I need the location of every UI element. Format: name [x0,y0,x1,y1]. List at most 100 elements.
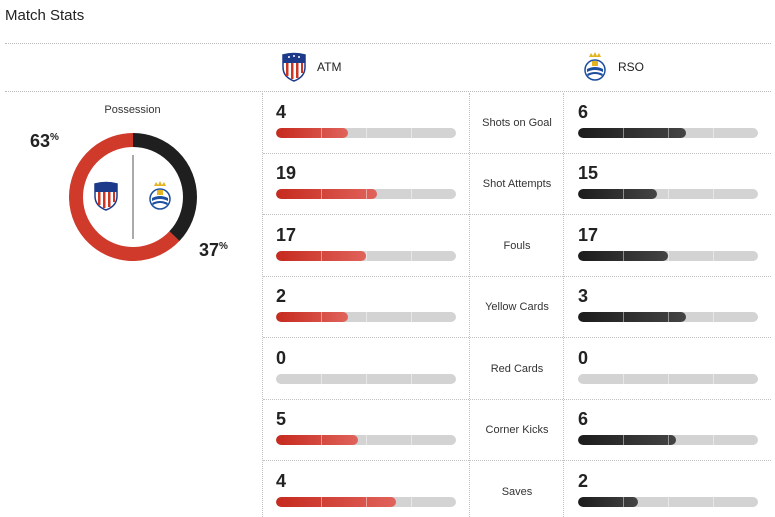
home-stat-value: 2 [276,286,287,306]
away-stat-fill [578,312,686,322]
home-stat-value: 4 [276,102,287,122]
bar-segment-mark [623,435,624,445]
away-stat-fill [578,251,668,261]
home-stat-value: 4 [276,471,287,491]
bar-segment-mark [366,374,367,384]
bar-segment-mark [366,312,367,322]
stat-row: 17 Fouls 17 [263,215,771,277]
bar-segment-mark [713,189,714,199]
title-divider [5,43,771,44]
real-sociedad-crest-icon [582,52,608,82]
bar-segment-mark [713,312,714,322]
away-stat-value: 6 [578,102,589,122]
bar-segment-mark [623,374,624,384]
bar-segment-mark [668,251,669,261]
bar-segment-mark [321,128,322,138]
header-divider [5,91,771,92]
bar-segment-mark [366,497,367,507]
stat-label: Red Cards [490,362,544,375]
bar-segment-mark [623,251,624,261]
atletico-madrid-crest-icon [281,52,307,82]
bar-segment-mark [411,312,412,322]
home-stat-fill [276,189,377,199]
bar-segment-mark [321,189,322,199]
away-stat-fill [578,497,638,507]
bar-segment-mark [321,497,322,507]
bar-segment-mark [321,251,322,261]
bar-segment-mark [623,189,624,199]
bar-segment-mark [668,435,669,445]
bar-segment-mark [668,312,669,322]
home-team-abbr: ATM [317,60,342,74]
home-stat-bar [276,497,456,507]
bar-segment-mark [321,435,322,445]
away-stat-fill [578,435,677,445]
away-stat-value: 0 [578,348,589,368]
stat-row: 4 Saves 2 [263,461,771,517]
away-stat-value: 6 [578,409,589,429]
home-stat-fill [276,435,358,445]
stat-label: Fouls [503,239,531,252]
bar-segment-mark [411,435,412,445]
home-stat-fill [276,497,396,507]
stat-label: Shots on Goal [482,116,552,129]
away-team-abbr: RSO [618,60,645,74]
bar-segment-mark [411,497,412,507]
away-stat-bar [578,128,758,138]
home-team-header: ATM [281,52,341,82]
bar-segment-mark [668,189,669,199]
bar-segment-mark [366,189,367,199]
column-divider-mid-left [469,93,470,517]
bar-segment-mark [366,251,367,261]
away-stat-bar [578,497,758,507]
away-stat-fill [578,128,686,138]
away-stat-value: 17 [578,225,599,245]
stat-row: 2 Yellow Cards 3 [263,276,771,338]
home-stat-bar [276,189,456,199]
bar-segment-mark [713,435,714,445]
away-stat-bar [578,312,758,322]
page-title: Match Stats [5,7,85,24]
bar-segment-mark [623,128,624,138]
possession-label: Possession [104,104,161,116]
away-stat-value: 2 [578,471,589,491]
home-possession-value: 63% [30,131,59,151]
away-stat-value: 3 [578,286,589,306]
home-stat-value: 19 [276,163,297,183]
bar-segment-mark [411,128,412,138]
away-possession-value: 37% [199,240,228,260]
stat-row: 5 Corner Kicks 6 [263,399,771,461]
possession-ring-away [69,133,197,261]
bar-segment-mark [713,374,714,384]
home-stat-value: 0 [276,348,287,368]
bar-segment-mark [623,497,624,507]
stat-label: Shot Attempts [482,177,552,190]
stat-row: 4 Shots on Goal 6 [263,92,771,154]
bar-segment-mark [366,128,367,138]
home-stat-bar [276,374,456,384]
stat-row: 19 Shot Attempts 15 [263,153,771,215]
away-stat-bar [578,189,758,199]
away-stat-fill [578,189,658,199]
possession-donut-chart [69,133,197,261]
stat-row: 0 Red Cards 0 [263,338,771,400]
bar-segment-mark [668,128,669,138]
bar-segment-mark [366,435,367,445]
home-stat-fill [276,312,348,322]
bar-segment-mark [411,374,412,384]
away-team-header: RSO [582,52,644,82]
bar-segment-mark [321,374,322,384]
bar-segment-mark [668,374,669,384]
away-stat-bar [578,251,758,261]
bar-segment-mark [321,312,322,322]
away-stat-bar [578,374,758,384]
bar-segment-mark [713,128,714,138]
away-stat-value: 15 [578,163,599,183]
home-stat-fill [276,251,366,261]
bar-segment-mark [713,497,714,507]
home-stat-bar [276,435,456,445]
home-stat-value: 5 [276,409,287,429]
bar-segment-mark [411,251,412,261]
donut-away-crest-icon [149,181,171,210]
bar-segment-mark [713,251,714,261]
